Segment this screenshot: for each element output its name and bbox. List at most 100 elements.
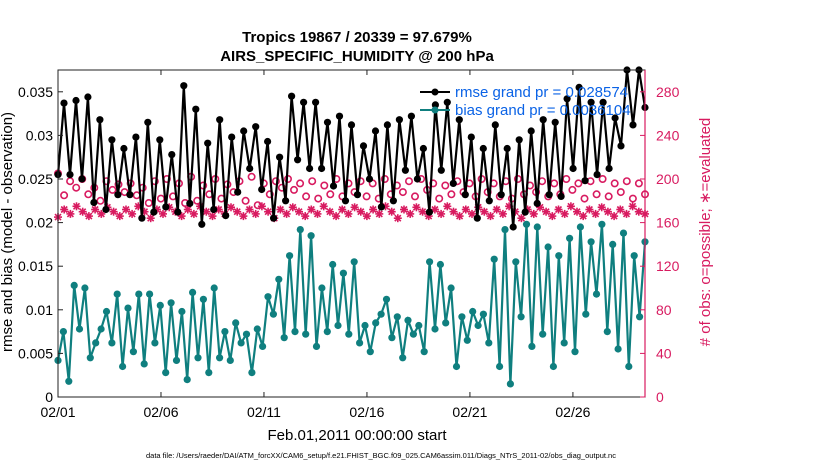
rmse-point [557, 192, 565, 200]
rmse-point [521, 208, 529, 216]
bias-point [345, 330, 353, 338]
bias-point [399, 354, 407, 362]
bias-point [431, 325, 439, 333]
rmse-point [222, 212, 230, 220]
legend-bias-label: bias grand pr = 0.0036104 [455, 102, 631, 119]
rmse-point [443, 98, 451, 106]
bias-point [124, 304, 132, 312]
bias-point [167, 299, 175, 307]
bias-point [356, 339, 364, 347]
bias-point [280, 334, 288, 342]
bias-point [582, 310, 590, 318]
bias-point [377, 310, 385, 318]
obs-evaluated-point [257, 202, 266, 211]
rmse-point [90, 198, 98, 207]
bias-point [226, 356, 234, 364]
bias-line [56, 224, 647, 384]
bias-point [571, 348, 579, 356]
bias-point [334, 321, 342, 330]
rmse-point [431, 101, 439, 109]
bias-point [361, 321, 369, 330]
bias-point [393, 313, 401, 321]
rmse-point [78, 175, 86, 183]
rmse-point [60, 99, 68, 107]
obs-evaluated-point [603, 207, 612, 216]
bias-point [275, 275, 283, 283]
obs-possible-point [598, 175, 607, 184]
bias-point [372, 319, 380, 327]
bias-point [587, 238, 595, 246]
bias-point [463, 336, 471, 344]
bias-point [172, 356, 181, 364]
rmse-point [216, 116, 224, 124]
obs-evaluated-point [610, 212, 619, 221]
rmse-point [72, 96, 80, 105]
obs-possible-point [314, 194, 323, 203]
obs-evaluated-point [128, 209, 137, 218]
bias-point [517, 313, 525, 321]
bias-point [156, 301, 164, 309]
bias-point [501, 226, 509, 234]
obs-possible-point [616, 188, 625, 197]
obs-possible-point [60, 191, 69, 200]
rmse-point [186, 199, 194, 207]
bias-point [598, 220, 606, 228]
rmse-point [204, 139, 212, 147]
bias-point [490, 255, 498, 263]
rmse-point [587, 98, 595, 106]
rmse-point [425, 208, 433, 216]
obs-evaluated-point [566, 202, 575, 211]
obs-possible-point [435, 194, 444, 203]
obs-evaluated-point [443, 202, 452, 211]
obs-evaluated-point [573, 207, 581, 216]
bias-point [566, 234, 574, 242]
obs-evaluated-point [486, 212, 495, 221]
rmse-point [545, 191, 553, 199]
rmse-point [335, 112, 344, 120]
y-tick-label: 0.03 [26, 127, 53, 143]
obs-evaluated-point [146, 214, 155, 223]
obs-evaluated-point [406, 209, 415, 218]
obs-evaluated-point [115, 212, 124, 221]
rmse-point [617, 142, 625, 150]
bias-point [318, 284, 326, 292]
bias-point [636, 313, 644, 321]
rmse-point [527, 127, 535, 135]
obs-evaluated-point [159, 209, 167, 218]
bias-point [205, 369, 213, 377]
rmse-point [329, 182, 338, 190]
rmse-point [593, 171, 601, 179]
obs-evaluated-point [288, 203, 297, 212]
bias-point [146, 290, 154, 298]
rmse-point [108, 136, 116, 144]
obs-possible-point [144, 199, 153, 208]
obs-possible-point [628, 194, 637, 203]
bias-point [404, 316, 412, 324]
bias-point [216, 354, 224, 362]
obs-evaluated-point [227, 203, 235, 212]
bias-point [614, 345, 622, 353]
bias-point [264, 293, 272, 301]
rmse-point [383, 121, 391, 129]
bias-point [269, 310, 277, 318]
bias-point [533, 223, 541, 231]
obs-evaluated-point [233, 207, 242, 216]
bias-point [469, 307, 477, 316]
obs-possible-point [320, 181, 329, 190]
obs-evaluated-point [183, 205, 192, 214]
obs-possible-point [326, 190, 335, 199]
obs-evaluated-point [560, 209, 569, 218]
bias-point [388, 334, 396, 342]
obs-evaluated-point [622, 209, 631, 218]
series-layer [53, 66, 649, 388]
obs-possible-point [72, 183, 81, 192]
rmse-point [180, 82, 188, 90]
rmse-point [359, 142, 368, 150]
rmse-point [270, 214, 278, 222]
obs-evaluated-point [239, 212, 248, 221]
rmse-point [132, 133, 140, 141]
rmse-point [66, 171, 74, 179]
rmse-point [449, 179, 457, 187]
bias-point [512, 258, 520, 266]
obs-evaluated-point [60, 205, 69, 214]
